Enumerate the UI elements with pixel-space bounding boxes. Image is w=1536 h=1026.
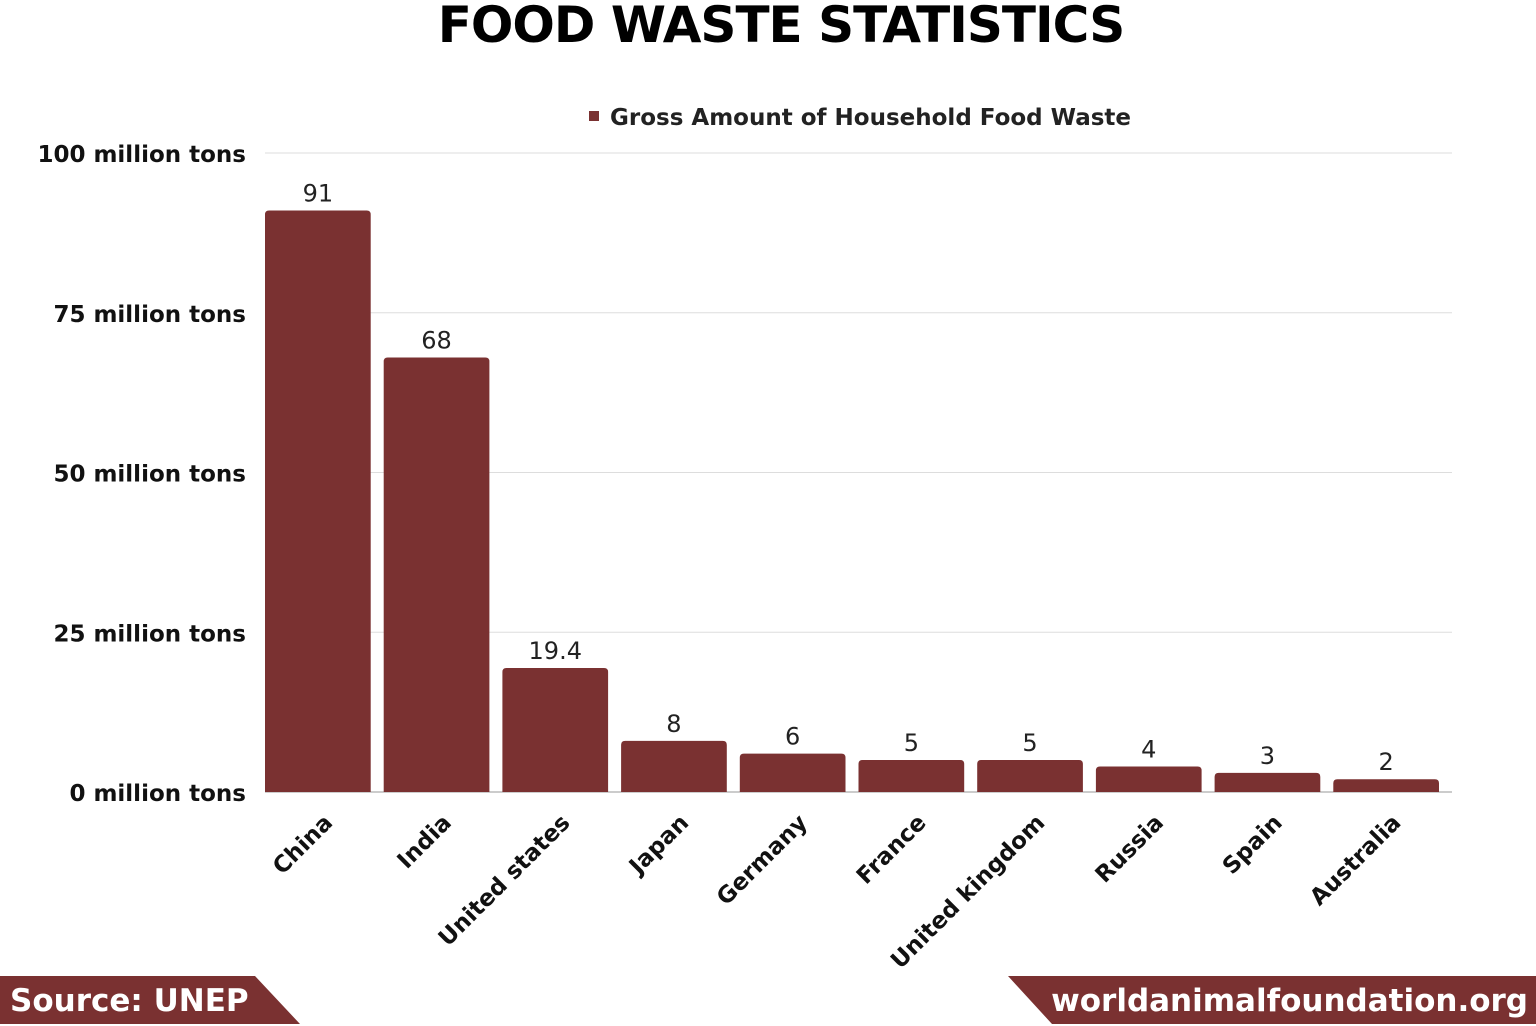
data-label: 2 — [1379, 748, 1394, 776]
x-tick-label: Japan — [623, 810, 694, 881]
x-tick-label: Spain — [1218, 810, 1288, 880]
y-tick-label: 0 million tons — [69, 781, 246, 807]
x-tick-label: United states — [434, 810, 576, 952]
bar — [502, 668, 609, 792]
bar — [1214, 772, 1321, 792]
bar — [621, 740, 727, 792]
x-tick-label: China — [268, 810, 338, 880]
legend-label: Gross Amount of Household Food Waste — [610, 105, 1131, 131]
data-label: 6 — [785, 723, 800, 751]
bar — [1333, 779, 1439, 792]
x-tick-label: Australia — [1305, 810, 1406, 911]
data-label: 5 — [904, 729, 919, 757]
x-tick-label: Russia — [1091, 810, 1169, 888]
y-tick-label: 100 million tons — [37, 142, 246, 168]
source-banner: Source: UNEP — [0, 976, 300, 1024]
data-label: 68 — [421, 326, 452, 354]
data-label: 5 — [1022, 729, 1037, 757]
x-tick-label: Germany — [712, 810, 813, 911]
y-tick-label: 75 million tons — [53, 302, 246, 328]
y-tick-label: 25 million tons — [53, 621, 246, 647]
x-tick-label: India — [393, 810, 457, 874]
data-label: 19.4 — [529, 637, 582, 665]
x-tick-label: France — [852, 810, 932, 890]
bar — [977, 760, 1083, 792]
data-label: 4 — [1141, 735, 1156, 763]
website-banner: worldanimalfoundation.org — [1008, 976, 1536, 1024]
data-label: 91 — [303, 180, 334, 208]
bar — [1095, 766, 1202, 792]
data-label: 8 — [666, 710, 681, 738]
bar — [739, 753, 846, 792]
y-tick-label: 50 million tons — [53, 462, 246, 488]
chart-title: FOOD WASTE STATISTICS — [437, 0, 1125, 54]
bar — [858, 760, 965, 792]
bar — [265, 210, 371, 792]
data-label: 3 — [1260, 742, 1275, 770]
bar — [383, 357, 490, 792]
legend-swatch — [589, 111, 599, 121]
